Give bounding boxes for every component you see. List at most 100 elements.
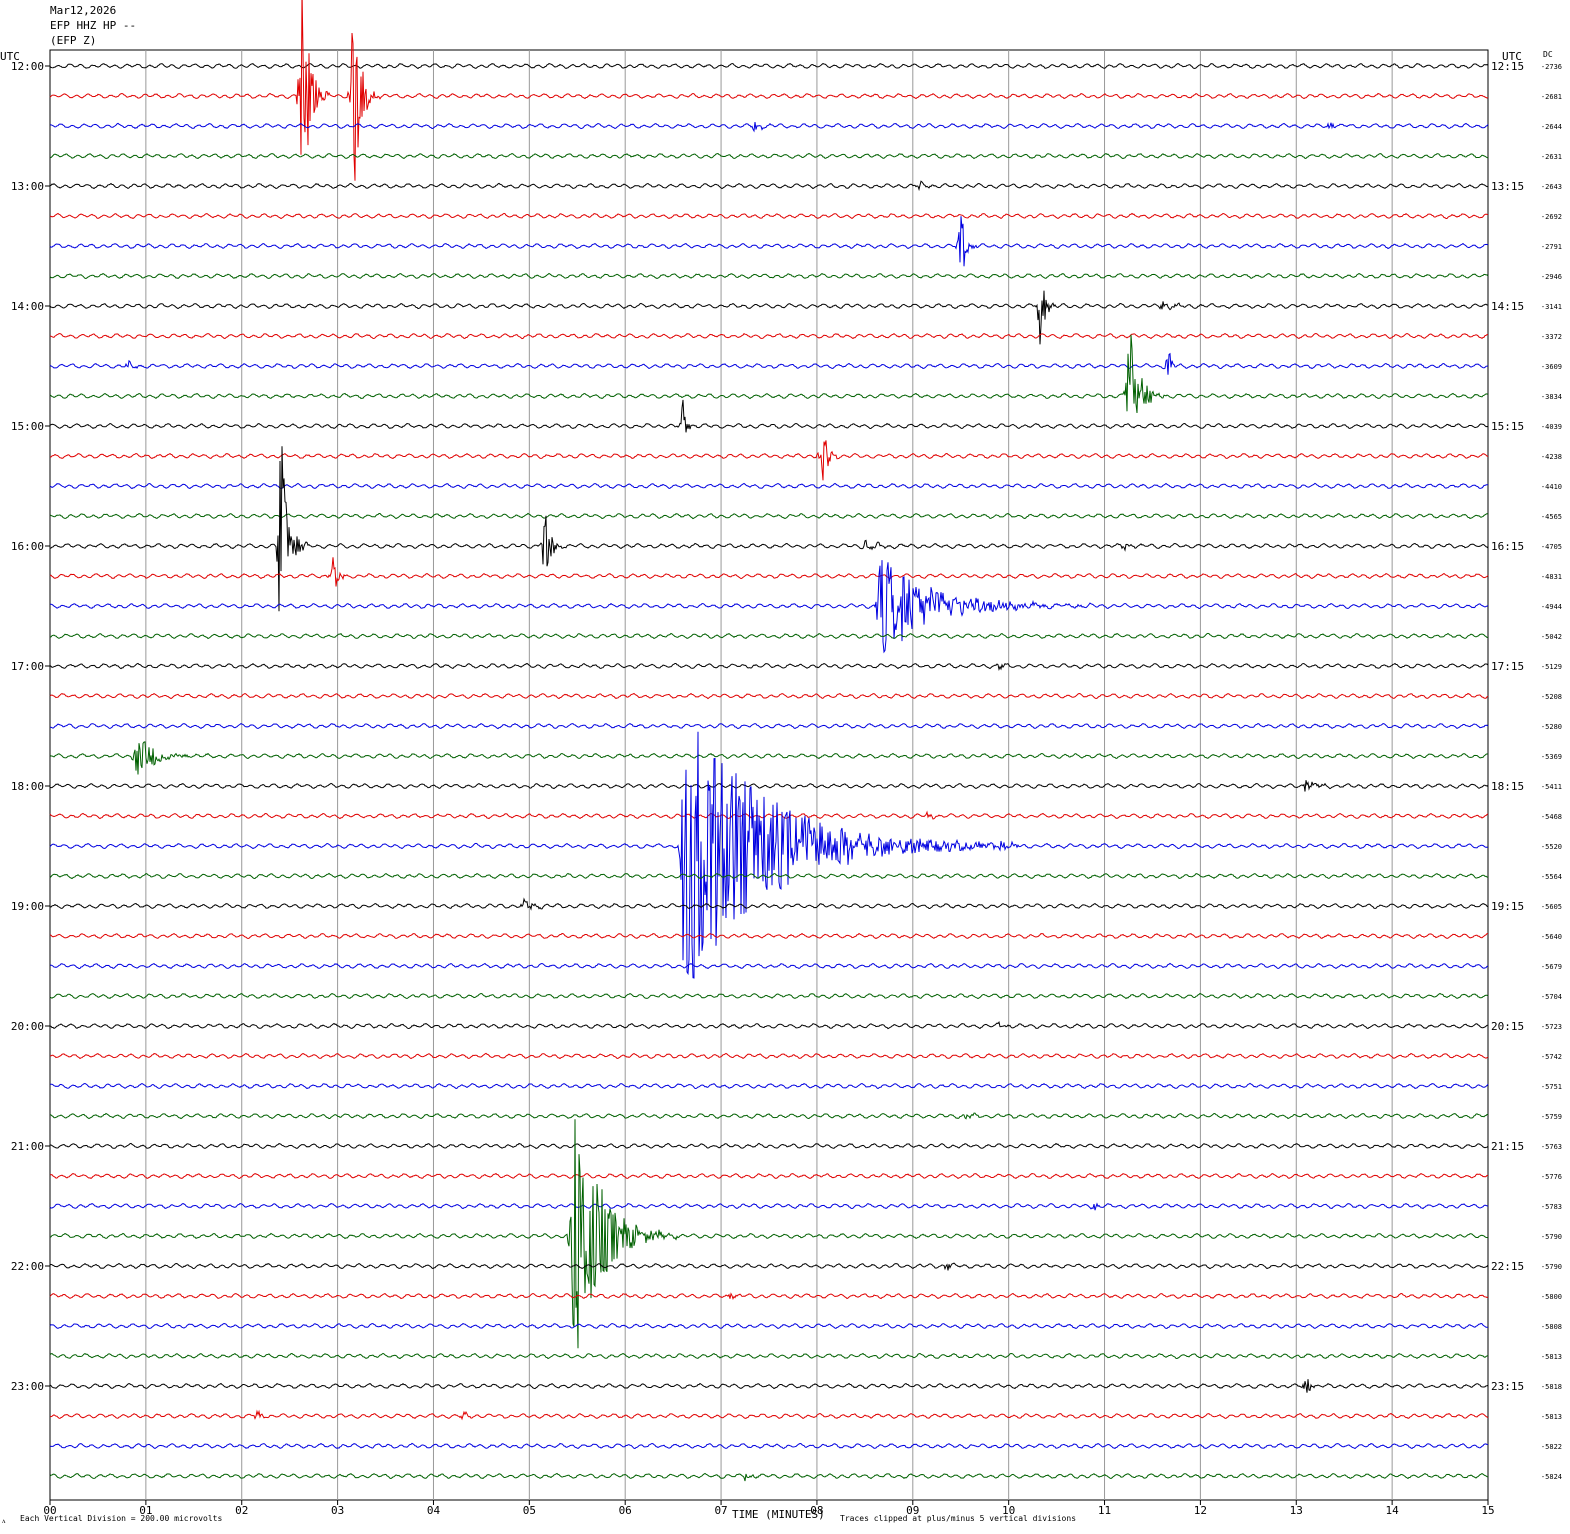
- dc-offset-label: -2736: [1541, 63, 1562, 71]
- component-label: (EFP Z): [50, 34, 97, 47]
- dc-offset-label: -5783: [1541, 1203, 1562, 1211]
- hour-label-right: 18:15: [1491, 780, 1524, 793]
- trace-line: [49, 440, 1489, 481]
- dc-offset-label: -4565: [1541, 513, 1562, 521]
- trace-line: [49, 1172, 1489, 1180]
- trace-line: [49, 1352, 1489, 1360]
- trace-line: [49, 731, 1489, 979]
- minute-grid: [49, 49, 1489, 1501]
- trace-line: [49, 1292, 1489, 1301]
- trace-line: [49, 1202, 1489, 1211]
- trace-line: [49, 482, 1488, 490]
- x-tick-label: 03: [331, 1504, 344, 1517]
- dc-offset-label: -5369: [1541, 753, 1562, 761]
- dc-offset-label: -2631: [1541, 153, 1562, 161]
- dc-offset-label: -5468: [1541, 813, 1562, 821]
- trace-line: [49, 332, 1489, 340]
- trace-line: [49, 962, 1489, 970]
- dc-offset-label: -4831: [1541, 573, 1562, 581]
- dc-offset-label: -3834: [1541, 393, 1562, 401]
- plot-frame: [49, 49, 1489, 1501]
- hour-label-right: 19:15: [1491, 900, 1524, 913]
- dc-offset-label: -5813: [1541, 1353, 1562, 1361]
- x-tick-label: 05: [523, 1504, 536, 1517]
- dc-offset-label: -2692: [1541, 213, 1562, 221]
- dc-offset-label: -5790: [1541, 1263, 1562, 1271]
- dc-offset-label: -5790: [1541, 1233, 1562, 1241]
- x-tick-label: 04: [427, 1504, 441, 1517]
- dc-offset-label: -5759: [1541, 1113, 1562, 1121]
- dc-offset-label: -5042: [1541, 633, 1562, 641]
- trace-line: [49, 212, 1489, 220]
- dc-offset-label: -5751: [1541, 1083, 1562, 1091]
- dc-offset-label: -5822: [1541, 1443, 1562, 1451]
- dc-offset-label: -5813: [1541, 1413, 1562, 1421]
- dc-offset-label: -5723: [1541, 1023, 1562, 1031]
- dc-offset-label: -5704: [1541, 993, 1562, 1001]
- trace-line: [49, 272, 1489, 280]
- x-tick-label: 11: [1098, 1504, 1111, 1517]
- x-tick-label: 02: [235, 1504, 248, 1517]
- dc-offset-label: -5818: [1541, 1383, 1562, 1391]
- trace-line: [49, 692, 1489, 700]
- station-id: EFP HHZ HP --: [50, 19, 137, 32]
- trace-line: [49, 152, 1489, 160]
- x-tick-label: 07: [714, 1504, 727, 1517]
- x-tick-label: 06: [619, 1504, 632, 1517]
- dc-offset-label: -5742: [1541, 1053, 1562, 1061]
- clip-note: Traces clipped at plus/minus 5 vertical …: [840, 1514, 1076, 1523]
- dc-offset-label: -5763: [1541, 1143, 1562, 1151]
- dc-label: DC: [1543, 50, 1553, 59]
- plot-date: Mar12,2026: [50, 4, 117, 17]
- trace-line: [49, 1442, 1489, 1450]
- hour-label-left: 16:00: [11, 540, 44, 553]
- trace-line: [49, 560, 1489, 654]
- dc-offset-label: -4705: [1541, 543, 1562, 551]
- trace-line: [49, 810, 1489, 820]
- dc-offset-label: -5824: [1541, 1473, 1562, 1481]
- trace-line: [49, 632, 1489, 640]
- x-tick-label: 13: [1290, 1504, 1303, 1517]
- hour-label-right: 17:15: [1491, 660, 1524, 673]
- trace-line: [49, 290, 1489, 345]
- trace-line: [49, 0, 1489, 181]
- trace-line: [49, 780, 1489, 792]
- trace-line: [49, 1379, 1489, 1393]
- hour-label-left: 21:00: [11, 1140, 44, 1153]
- trace-line: [49, 1112, 1489, 1120]
- axis-labels: 00 01 02 03 04 05 06 07 08 09 10 11 12 13 14 15 12:00 13:…: [11, 60, 1562, 1517]
- dc-offset-label: -5776: [1541, 1173, 1562, 1181]
- dc-offset-label: -2643: [1541, 183, 1562, 191]
- dc-offset-label: -2681: [1541, 93, 1562, 101]
- dc-offset-label: -3609: [1541, 363, 1562, 371]
- hour-label-left: 22:00: [11, 1260, 44, 1273]
- dc-offset-label: -5808: [1541, 1323, 1562, 1331]
- x-tick-label: 10: [1002, 1504, 1015, 1517]
- right-utc-label: UTC: [1502, 50, 1522, 63]
- trace-line: [49, 352, 1489, 375]
- trace-line: [49, 1322, 1489, 1330]
- trace-line: [49, 122, 1489, 133]
- dc-offset-label: -2946: [1541, 273, 1562, 281]
- trace-line: [49, 1262, 1489, 1271]
- seismic-traces: [49, 0, 1489, 1482]
- hour-label-right: 15:15: [1491, 420, 1524, 433]
- trace-line: [49, 932, 1488, 940]
- dc-offset-label: -3372: [1541, 333, 1562, 341]
- trace-line: [49, 446, 1489, 612]
- hour-label-right: 22:15: [1491, 1260, 1524, 1273]
- dc-offset-label: -5129: [1541, 663, 1562, 671]
- dc-offset-label: -4944: [1541, 603, 1562, 611]
- hour-label-left: 13:00: [11, 180, 44, 193]
- x-tick-label: 15: [1481, 1504, 1494, 1517]
- trace-line: [49, 1119, 1489, 1349]
- x-tick-label: 01: [139, 1504, 152, 1517]
- dc-offset-label: -5280: [1541, 723, 1562, 731]
- trace-line: [49, 1082, 1489, 1090]
- scale-note: Each Vertical Division = 200.00 microvol…: [20, 1514, 222, 1523]
- trace-line: [49, 557, 1489, 587]
- trace-line: [50, 1409, 1489, 1421]
- trace-line: [49, 1472, 1489, 1482]
- hour-label-right: 12:15: [1491, 60, 1524, 73]
